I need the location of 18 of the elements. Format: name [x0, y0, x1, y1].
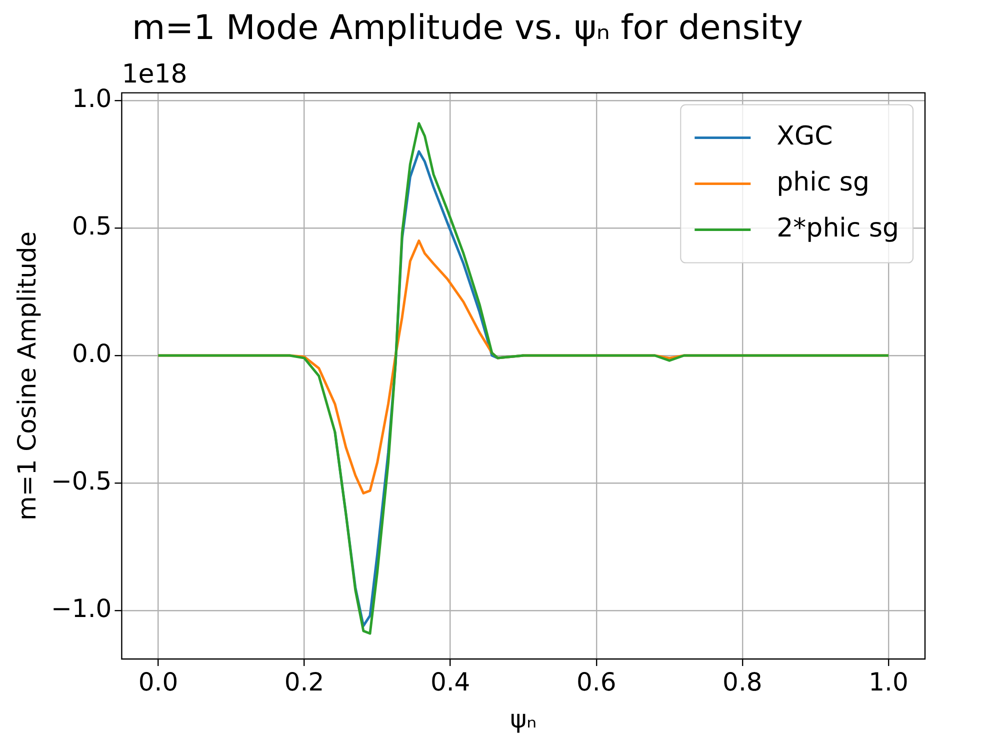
- y-tick-label: −1.0: [50, 594, 112, 624]
- x-tick-label: 0.2: [284, 668, 324, 696]
- y-tick-label: 0.5: [72, 211, 112, 240]
- y-tick-label: 1.0: [72, 84, 112, 113]
- legend-label: XGC: [776, 122, 833, 152]
- x-axis-title: ψₙ: [510, 704, 537, 734]
- x-tick-label: 0.0: [138, 668, 178, 696]
- x-tick-label: 1.0: [868, 668, 908, 696]
- text: 1e18: [122, 60, 188, 90]
- x-tick-label: 0.8: [722, 668, 762, 696]
- x-tick-label: 0.4: [430, 668, 470, 696]
- chart-title: m=1 Mode Amplitude vs. ψₙ for density: [132, 8, 803, 48]
- x-tick-label: 0.6: [576, 668, 616, 696]
- y-tick-label: −0.5: [50, 466, 112, 496]
- legend-label: phic sg: [776, 168, 870, 198]
- y-axis-title: m=1 Cosine Amplitude: [12, 231, 42, 520]
- legend-label: 2*phic sg: [776, 214, 899, 244]
- y-tick-label: 0.0: [72, 338, 112, 368]
